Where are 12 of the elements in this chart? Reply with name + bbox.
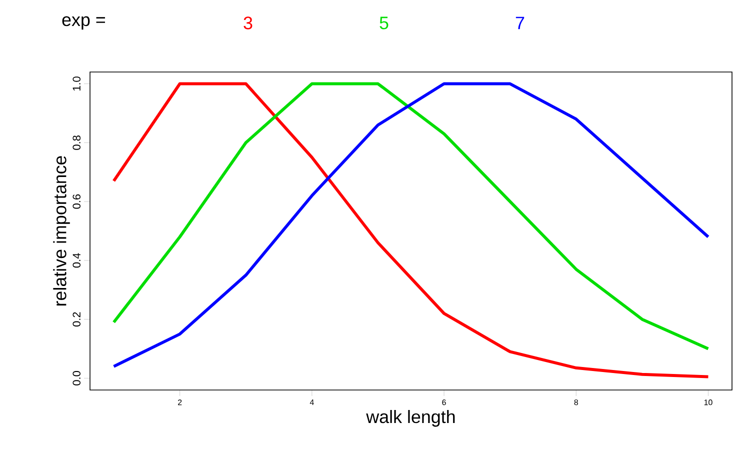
x-axis-title: walk length	[366, 410, 455, 427]
legend-title: exp =	[62, 16, 105, 30]
y-tick-label: 0.8	[72, 136, 80, 150]
y-tick-label: 1.0	[72, 76, 80, 91]
text: 7	[516, 16, 524, 30]
text: 5	[380, 16, 388, 30]
y-tick-label: 0.2	[72, 312, 80, 327]
text: 3	[244, 16, 252, 30]
y-tick-label: 0.4	[72, 253, 80, 268]
y-tick-label: 0.6	[72, 194, 80, 209]
y-axis-title: relative importance	[53, 156, 70, 306]
y-tick-label: 0.0	[72, 371, 80, 386]
